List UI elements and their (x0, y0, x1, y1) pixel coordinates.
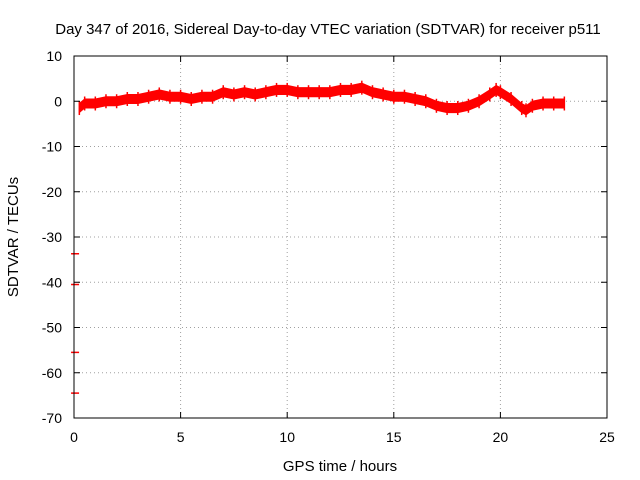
x-tick-label: 0 (70, 429, 78, 445)
y-tick-label: -40 (42, 274, 62, 290)
y-tick-label: 10 (46, 48, 62, 64)
ticks (73, 55, 608, 419)
x-tick-label: 25 (599, 429, 615, 445)
y-tick-label: 0 (54, 93, 62, 109)
x-tick-label: 20 (493, 429, 509, 445)
y-axis-label: SDTVAR / TECUs (5, 177, 22, 297)
x-tick-label: 15 (386, 429, 402, 445)
x-tick-label: 10 (279, 429, 295, 445)
tick-labels: 0 5 10 15 20 25 10 0 -10 -20 -30 -40 -50 -60 -70 (42, 48, 615, 445)
sdtvar-band (78, 82, 565, 116)
y-tick-label: -20 (42, 184, 62, 200)
x-axis-label: GPS time / hours (283, 458, 397, 475)
y-tick-label: -70 (42, 410, 62, 426)
y-tick-label: -30 (42, 229, 62, 245)
x-tick-label: 5 (177, 429, 185, 445)
y-tick-label: -10 (42, 139, 62, 155)
y-tick-label: -50 (42, 320, 62, 336)
y-tick-label: -60 (42, 365, 62, 381)
chart-title: Day 347 of 2016, Sidereal Day-to-day VTE… (55, 21, 601, 38)
data-series (71, 80, 566, 394)
